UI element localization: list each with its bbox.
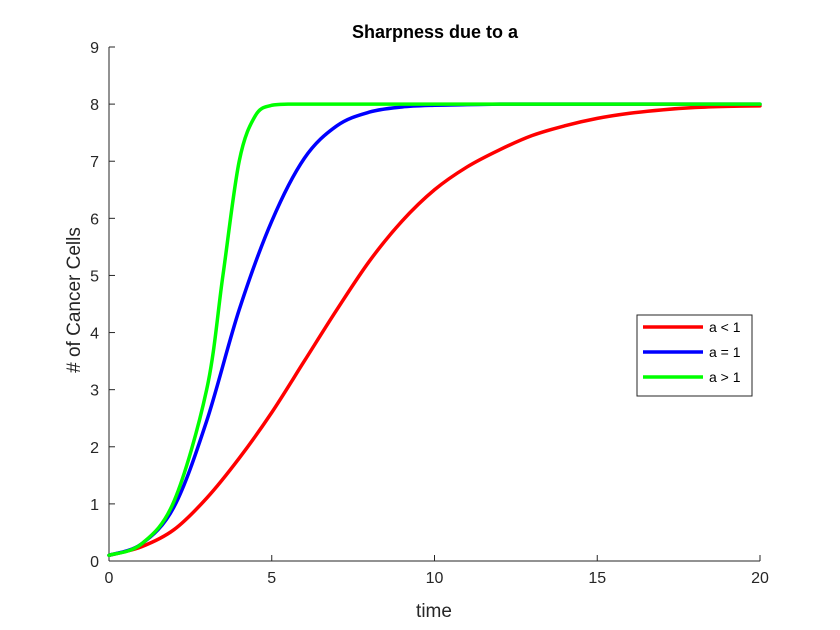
y-axis-label: # of Cancer Cells bbox=[64, 227, 85, 373]
x-tick-label: 20 bbox=[751, 570, 769, 587]
legend-label: a = 1 bbox=[709, 344, 741, 360]
x-tick-label: 15 bbox=[588, 570, 606, 587]
chart-title: Sharpness due to a bbox=[352, 22, 519, 42]
y-tick-label: 0 bbox=[90, 554, 99, 571]
y-tick-label: 1 bbox=[90, 497, 99, 514]
x-tick-label: 10 bbox=[426, 570, 444, 587]
series-line-3 bbox=[107, 102, 762, 558]
y-tick-label: 6 bbox=[90, 211, 99, 228]
x-tick-label: 5 bbox=[267, 570, 276, 587]
legend-label: a < 1 bbox=[709, 319, 741, 335]
plot-area: 0 5 10 15 20 0 1 2 3 4 5 6 7 8 9 bbox=[90, 40, 769, 587]
y-tick-label: 9 bbox=[90, 40, 99, 57]
y-tick-label: 2 bbox=[90, 440, 99, 457]
legend-label: a > 1 bbox=[709, 369, 741, 385]
x-axis-label: time bbox=[416, 601, 452, 622]
y-tick-label: 7 bbox=[90, 154, 99, 171]
y-tick-label: 4 bbox=[90, 326, 99, 343]
legend: a < 1 a = 1 a > 1 bbox=[636, 314, 753, 397]
x-tick-label: 0 bbox=[105, 570, 114, 587]
y-tick-label: 5 bbox=[90, 268, 99, 285]
y-tick-label: 3 bbox=[90, 383, 99, 400]
y-tick-label: 8 bbox=[90, 97, 99, 114]
series-line-1 bbox=[107, 104, 762, 558]
